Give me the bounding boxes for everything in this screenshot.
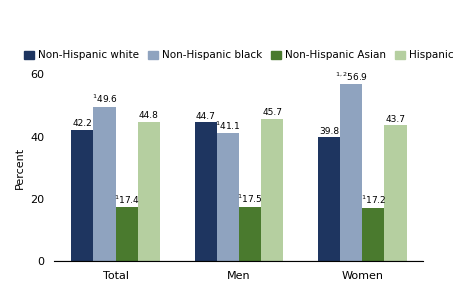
Text: 39.8: 39.8 — [319, 127, 339, 136]
Y-axis label: Percent: Percent — [15, 147, 25, 189]
Text: 44.8: 44.8 — [139, 111, 159, 120]
Bar — [362, 208, 384, 261]
Text: $^{1}$41.1: $^{1}$41.1 — [215, 119, 241, 132]
Text: 45.7: 45.7 — [262, 108, 282, 118]
Bar — [194, 122, 217, 261]
Bar — [239, 207, 261, 261]
Bar — [217, 133, 239, 261]
Bar — [116, 207, 138, 261]
Bar — [71, 130, 93, 261]
Text: $^{1}$17.2: $^{1}$17.2 — [361, 194, 386, 206]
Text: $^{1}$49.6: $^{1}$49.6 — [91, 93, 118, 105]
Bar — [318, 137, 340, 261]
Text: $^{1,2}$56.9: $^{1,2}$56.9 — [335, 70, 368, 83]
Bar — [261, 119, 283, 261]
Text: 43.7: 43.7 — [385, 115, 406, 124]
Bar — [340, 84, 362, 261]
Text: 42.2: 42.2 — [73, 119, 92, 128]
Text: $^{1}$17.5: $^{1}$17.5 — [237, 193, 263, 205]
Text: 44.7: 44.7 — [196, 112, 216, 120]
Bar — [138, 122, 160, 261]
Legend: Non-Hispanic white, Non-Hispanic black, Non-Hispanic Asian, Hispanic: Non-Hispanic white, Non-Hispanic black, … — [19, 46, 458, 65]
Bar — [93, 107, 116, 261]
Text: $^{1}$17.4: $^{1}$17.4 — [114, 193, 139, 205]
Bar — [384, 125, 407, 261]
